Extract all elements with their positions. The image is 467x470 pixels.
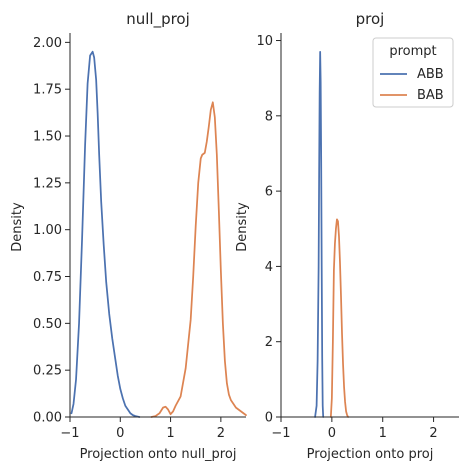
kde-line-bab bbox=[150, 101, 247, 418]
y-tick-label: 10 bbox=[256, 34, 273, 49]
panel-proj: proj Density Projection onto proj −1 0 1 20… bbox=[235, 10, 459, 462]
y-tick-label: 0.25 bbox=[33, 364, 62, 379]
legend-label-abb: ABB bbox=[417, 67, 444, 82]
y-tick-label: 2.00 bbox=[33, 36, 62, 51]
y-tick-label: 4 bbox=[265, 260, 273, 275]
y-axis-label-proj: Density bbox=[235, 202, 250, 252]
legend-title: prompt bbox=[389, 44, 436, 59]
x-axis-label-proj: Projection onto proj bbox=[307, 447, 434, 462]
x-tick-label: 1 bbox=[166, 426, 174, 441]
y-tick-label: 1.75 bbox=[33, 83, 62, 98]
x-tick-label: 0 bbox=[328, 426, 336, 441]
y-axis-label-null-proj: Density bbox=[10, 202, 25, 252]
y-tick-label: 2 bbox=[265, 335, 273, 350]
panel-title-null-proj: null_proj bbox=[126, 10, 190, 29]
y-tick-label: 0.75 bbox=[33, 270, 62, 285]
x-tick-label: 1 bbox=[379, 426, 387, 441]
legend: prompt ABB BAB bbox=[372, 37, 454, 108]
curves-null-proj bbox=[70, 50, 247, 418]
y-tick-label: 0 bbox=[265, 411, 273, 426]
panel-title-proj: proj bbox=[356, 10, 385, 28]
y-tick-label: 6 bbox=[265, 185, 273, 200]
kde-line-abb bbox=[314, 50, 325, 418]
x-tick-label: −1 bbox=[271, 426, 290, 441]
kde-line-bab bbox=[329, 218, 350, 418]
y-tick-label: 0.00 bbox=[33, 411, 62, 426]
y-tick-label: 1.25 bbox=[33, 176, 62, 191]
x-tick-label: 0 bbox=[116, 426, 124, 441]
legend-label-bab: BAB bbox=[417, 88, 444, 103]
panel-null-proj: null_proj Density Projection onto null_p… bbox=[10, 10, 247, 462]
y-tick-label: 8 bbox=[265, 109, 273, 124]
y-tick-label: 1.00 bbox=[33, 223, 62, 238]
y-tick-label: 1.50 bbox=[33, 130, 62, 145]
x-tick-label: 2 bbox=[429, 426, 437, 441]
x-axis-label-null-proj: Projection onto null_proj bbox=[80, 447, 237, 462]
y-tick-label: 0.50 bbox=[33, 317, 62, 332]
legend-box bbox=[372, 37, 454, 108]
kde-line-abb bbox=[70, 50, 141, 418]
x-tick-label: 2 bbox=[217, 426, 225, 441]
curves-proj bbox=[314, 50, 350, 418]
ticks-null-proj: −1 0 1 2 0.00 0.25 0.50 0.75 1.00 1.25 1.50 1.75 2.0… bbox=[33, 36, 225, 441]
x-tick-label: −1 bbox=[60, 426, 79, 441]
